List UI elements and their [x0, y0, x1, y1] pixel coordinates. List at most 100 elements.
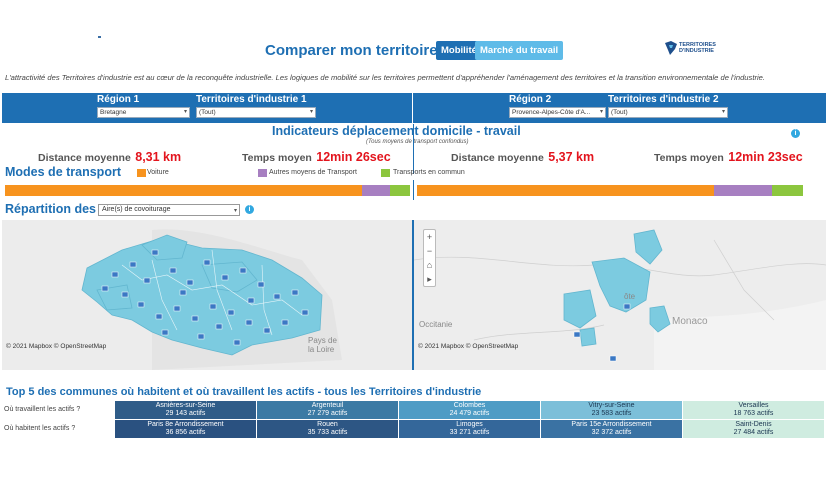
map-label-cote: ôte [624, 292, 636, 301]
time-value: 12min 23sec [728, 150, 803, 164]
zoom-in-button[interactable]: + [426, 232, 433, 242]
map-credit: © 2021 Mapbox © OpenStreetMap [418, 343, 519, 350]
top5-cell[interactable]: Colombes 24 479 actifs [399, 401, 540, 419]
page-title: Comparer mon territoire [265, 42, 438, 59]
top5-cell[interactable]: Paris 15e Arrondissement 32 372 actifs [541, 420, 682, 438]
region1-label: Région 1 [97, 94, 140, 105]
selection-divider [412, 93, 413, 123]
logo-icon [665, 41, 677, 55]
top5-cell[interactable]: Rouen 35 733 actifs [257, 420, 398, 438]
top5-title: Top 5 des communes où habitent et où tra… [6, 386, 482, 398]
work-row-label: Où travaillent les actifs ? [4, 406, 81, 413]
play-icon[interactable]: ▸ [427, 274, 432, 284]
top5-cell[interactable]: Paris 8e Arrondissement 36 856 actifs [115, 420, 256, 438]
right-time: Temps moyen 12min 23sec [654, 148, 803, 166]
map-label-occitanie: Occitanie [419, 320, 453, 329]
mode-segment-autres[interactable] [714, 185, 773, 196]
region1-dropdown[interactable]: Bretagne ▾ [97, 107, 190, 118]
home-icon[interactable]: ⌂ [426, 260, 433, 270]
top5-cell-value: 36 856 actifs [165, 429, 206, 436]
mode-segment-transports-commun[interactable] [389, 185, 410, 196]
time-label: Temps moyen [242, 152, 312, 164]
top5-cell-name: Versailles [738, 401, 769, 409]
info-icon[interactable]: i [791, 129, 800, 138]
territoires-industrie-logo: TERRITOIRES D'INDUSTRIE [664, 37, 734, 59]
tab-marche-du-travail[interactable]: Marché du travail [475, 41, 564, 60]
map-label-monaco: Monaco [672, 316, 708, 327]
modes-bar-right [417, 185, 803, 196]
modes-divider [413, 180, 414, 200]
top5-cell[interactable]: Saint-Denis 27 484 actifs [683, 420, 824, 438]
map-bretagne-canvas [2, 220, 412, 370]
top5-cell[interactable]: Vitry-sur-Seine 23 583 actifs [541, 401, 682, 419]
region2-value: Provence-Alpes-Côte d'A... [512, 109, 591, 116]
legend-swatch-voiture [137, 169, 146, 177]
repartition-value: Aire(s) de covoiturage [102, 206, 171, 213]
distance-value: 8,31 km [135, 150, 182, 164]
top5-cell[interactable]: Versailles 18 763 actifs [683, 401, 824, 419]
intro-text: L'attractivité des Territoires d'industr… [5, 73, 765, 82]
distance-value: 5,37 km [548, 150, 595, 164]
top5-cell-name: Asnières-sur-Seine [155, 401, 216, 409]
compare-divider [413, 124, 414, 174]
time-value: 12min 26sec [316, 150, 391, 164]
chevron-down-icon: ▾ [233, 208, 237, 214]
legend-swatch-autres [258, 169, 267, 177]
top5-cell-value: 33 271 actifs [449, 429, 490, 436]
top5-cell-value: 18 763 actifs [733, 410, 774, 417]
region2-dropdown[interactable]: Provence-Alpes-Côte d'A... ▾ [509, 107, 606, 118]
mode-segment-voiture[interactable] [5, 185, 363, 196]
top5-cell-value: 29 143 actifs [165, 410, 206, 417]
modes-bar-left [5, 185, 410, 196]
logo-text: TERRITOIRES D'INDUSTRIE [679, 42, 716, 54]
top5-cell-value: 23 583 actifs [591, 410, 632, 417]
tab-mobilite[interactable]: Mobilité [436, 41, 482, 60]
map-paca-canvas [414, 220, 826, 370]
top5-cell-name: Paris 15e Arrondissement [571, 420, 652, 428]
ti2-dropdown[interactable]: (Tout) ▾ [608, 107, 728, 118]
work-row: Asnières-sur-Seine 29 143 actifs Argenteui… [115, 401, 825, 419]
ti1-value: (Tout) [199, 109, 216, 116]
modes-title: Modes de transport [5, 165, 121, 179]
left-time: Temps moyen 12min 26sec [242, 148, 391, 166]
top5-cell-value: 32 372 actifs [591, 429, 632, 436]
chevron-down-icon: ▾ [309, 109, 313, 115]
info-icon[interactable]: i [245, 205, 254, 214]
map-credit: © 2021 Mapbox © OpenStreetMap [6, 343, 107, 350]
ti1-label: Territoires d'industrie 1 [196, 94, 307, 105]
map-label-pays-de-la-loire: Pays de la Loire [308, 336, 337, 354]
map-controls: + − ⌂ ▸ [423, 229, 436, 287]
mode-segment-autres[interactable] [362, 185, 390, 196]
indicators-subtitle: (Tous moyens de transport confondus) [366, 139, 469, 145]
legend-swatch-transports-commun [381, 169, 390, 177]
mode-segment-transports-commun[interactable] [772, 185, 803, 196]
chevron-down-icon: ▾ [599, 109, 603, 115]
right-distance: Distance moyenne 5,37 km [451, 148, 594, 166]
top5-cell[interactable]: Asnières-sur-Seine 29 143 actifs [115, 401, 256, 419]
distance-label: Distance moyenne [451, 152, 544, 164]
top5-cell[interactable]: Argenteuil 27 279 actifs [257, 401, 398, 419]
top5-cell-name: Limoges [456, 420, 483, 428]
mode-segment-voiture[interactable] [417, 185, 715, 196]
top5-cell-name: Paris 8e Arrondissement [147, 420, 224, 428]
legend-label-transports-commun: Transports en commun [393, 169, 465, 176]
top5-cell-name: Vitry-sur-Seine [588, 401, 635, 409]
region2-label: Région 2 [509, 94, 552, 105]
top5-cell[interactable]: Limoges 33 271 actifs [399, 420, 540, 438]
repartition-dropdown[interactable]: Aire(s) de covoiturage ▾ [98, 204, 240, 216]
top5-cell-value: 27 484 actifs [733, 429, 774, 436]
map-divider [412, 220, 414, 370]
ti2-value: (Tout) [611, 109, 628, 116]
live-row-label: Où habitent les actifs ? [4, 425, 76, 432]
legend-label-voiture: Voiture [147, 169, 169, 176]
ti1-dropdown[interactable]: (Tout) ▾ [196, 107, 316, 118]
chevron-down-icon: ▾ [721, 109, 725, 115]
map-paca[interactable]: Occitanie ôte Monaco © 2021 Mapbox © Ope… [414, 220, 826, 370]
zoom-out-button[interactable]: − [426, 246, 433, 256]
map-bretagne[interactable]: Pays de la Loire © 2021 Mapbox © OpenStr… [2, 220, 412, 370]
indicators-title: Indicateurs déplacement domicile - trava… [272, 124, 521, 138]
top5-cell-name: Rouen [317, 420, 338, 428]
repartition-title: Répartition des [5, 202, 96, 216]
region1-value: Bretagne [100, 109, 127, 116]
legend-label-autres: Autres moyens de Transport [269, 169, 357, 176]
